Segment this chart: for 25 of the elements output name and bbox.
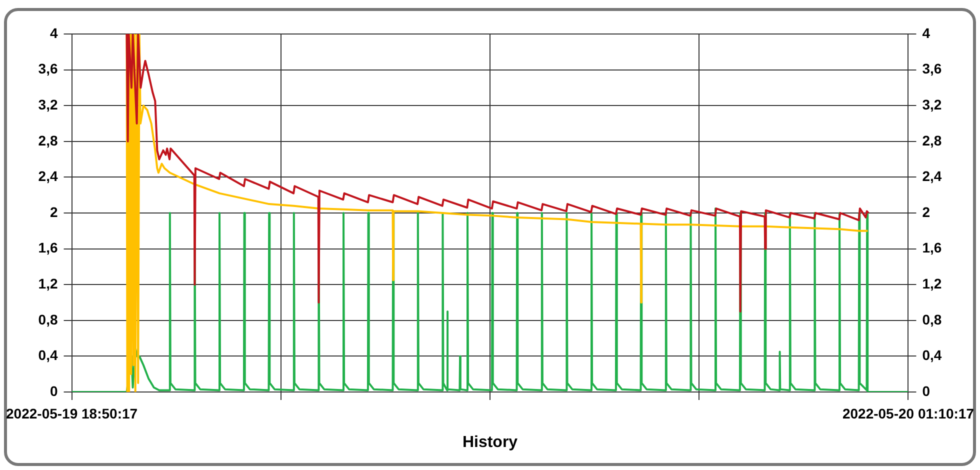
y-tick-label: 0,8 <box>38 311 58 328</box>
y2-tick-label: 0 <box>922 382 930 399</box>
y2-tick-label: 3,2 <box>922 96 942 112</box>
y2-tick-label: 0,4 <box>922 347 942 364</box>
x-tick-label: 2022-05-19 18:50:17 <box>6 405 138 422</box>
y-tick-label: 0,4 <box>38 347 58 364</box>
y2-tick-label: 3,6 <box>922 60 942 77</box>
x-tick-label: 2022-05-20 01:10:17 <box>842 405 974 422</box>
y-tick-label: 1,6 <box>38 240 58 256</box>
x-axis-title: History <box>462 434 518 451</box>
y-tick-label: 3,2 <box>38 96 58 112</box>
y2-tick-label: 2,4 <box>922 168 942 184</box>
y-tick-label: 3,6 <box>38 60 58 77</box>
y-tick-label: 4 <box>50 24 58 41</box>
y2-tick-label: 1,6 <box>922 240 942 256</box>
y-tick-label: 0 <box>50 382 58 399</box>
y2-tick-label: 0,8 <box>922 311 942 328</box>
y-tick-label: 1,2 <box>38 275 58 292</box>
y2-tick-label: 4 <box>922 24 930 41</box>
y-tick-label: 2 <box>50 204 58 220</box>
y2-tick-label: 2 <box>922 204 930 220</box>
y2-tick-label: 1,2 <box>922 275 942 292</box>
y2-tick-label: 2,8 <box>922 132 942 148</box>
y-tick-label: 2,8 <box>38 132 58 148</box>
y-tick-label: 2,4 <box>38 168 58 184</box>
